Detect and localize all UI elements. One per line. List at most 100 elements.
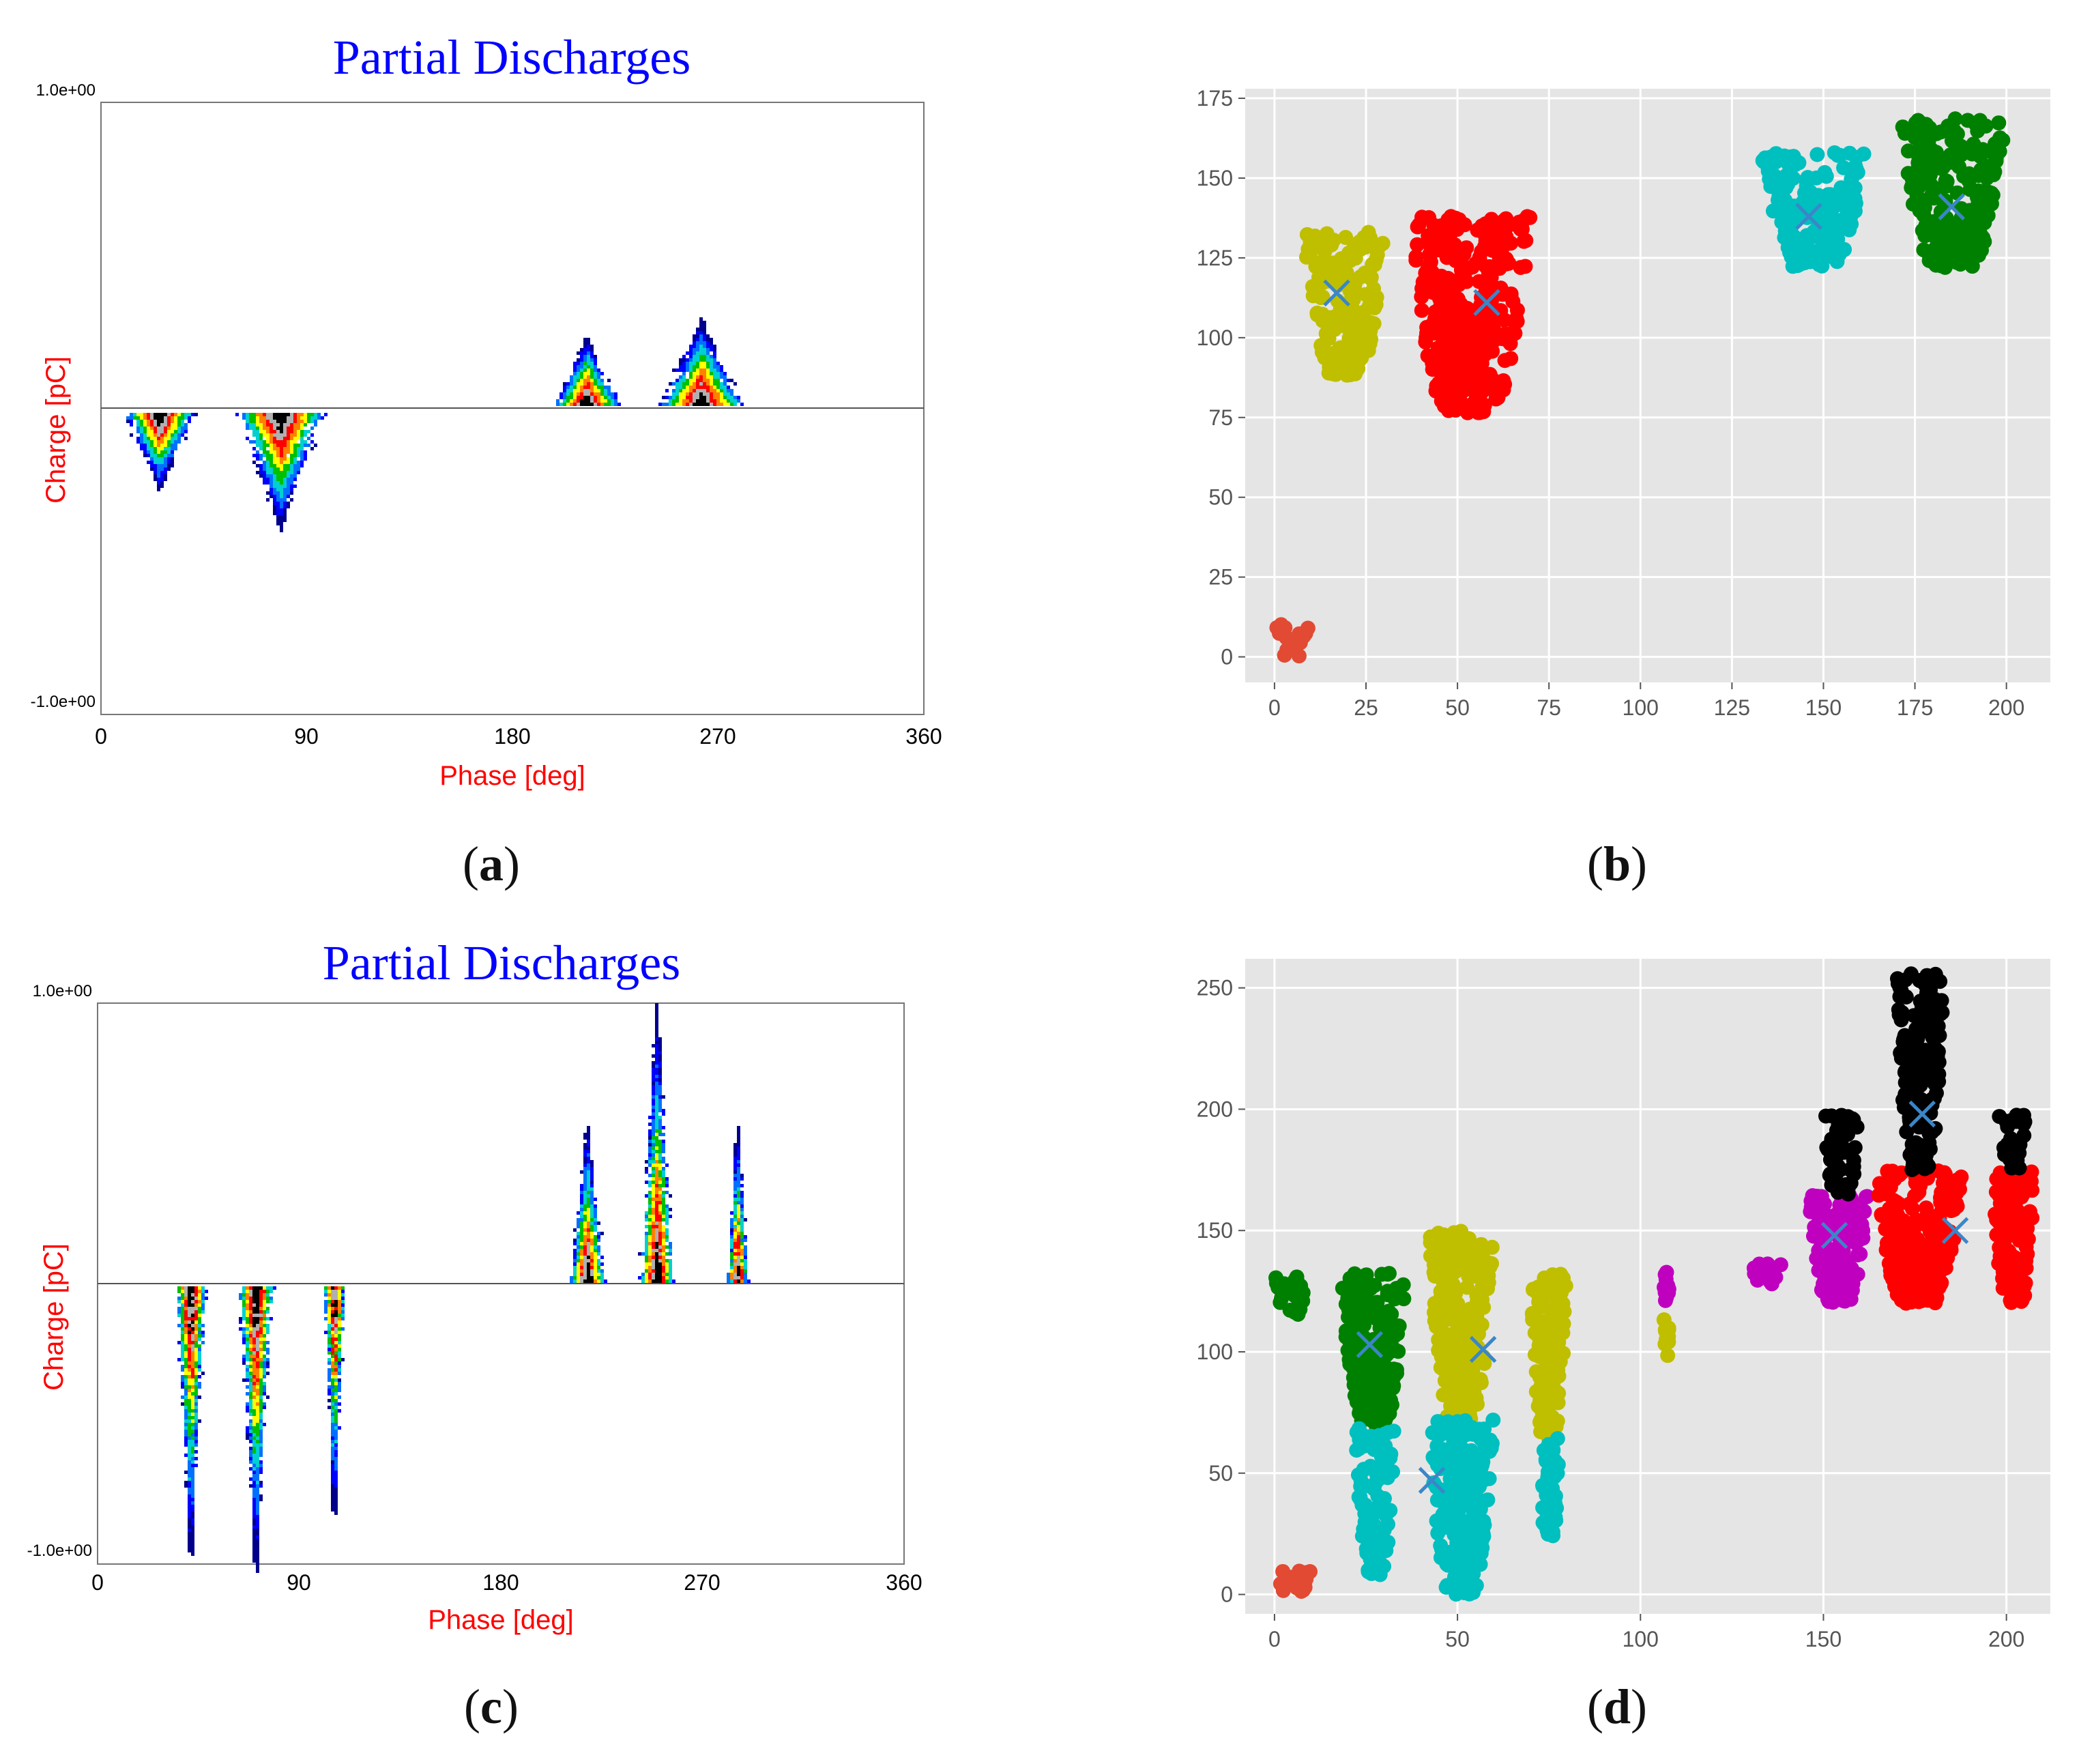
- heat-cell: [143, 440, 147, 444]
- heat-cell: [283, 450, 287, 454]
- heat-cell: [270, 444, 273, 447]
- heat-cell: [283, 467, 287, 471]
- heat-cell: [263, 464, 266, 467]
- heat-cell: [256, 420, 259, 423]
- heat-cell: [293, 467, 297, 471]
- heat-cell: [266, 416, 270, 420]
- heat-cell: [263, 447, 266, 450]
- heat-cell: [280, 519, 283, 522]
- heat-cell: [154, 413, 157, 416]
- heat-cell: [290, 461, 293, 464]
- heat-cell: [266, 437, 270, 440]
- heat-cell: [263, 467, 266, 471]
- heat-cell: [160, 485, 164, 488]
- heat-cell: [283, 457, 287, 461]
- heat-cell: [133, 413, 136, 416]
- heat-cell: [273, 413, 276, 416]
- heat-cell: [154, 433, 157, 437]
- heat-cell: [235, 413, 239, 416]
- heat-cell: [297, 471, 300, 474]
- heat-cell: [273, 485, 276, 488]
- heat-cell: [276, 505, 280, 508]
- heat-cell: [280, 440, 283, 444]
- heat-cell: [276, 444, 280, 447]
- heat-cell: [307, 430, 310, 433]
- heat-cell: [280, 423, 283, 426]
- heat-cell: [283, 413, 287, 416]
- heat-cell: [276, 464, 280, 467]
- heat-cell: [266, 457, 270, 461]
- heat-cell: [181, 420, 184, 423]
- heat-cell: [154, 478, 157, 481]
- heat-cell: [290, 491, 293, 495]
- heat-cell: [130, 416, 133, 420]
- heat-cell: [287, 447, 290, 450]
- heat-cell: [611, 392, 614, 396]
- heat-cell: [300, 433, 304, 437]
- heat-cell: [290, 430, 293, 433]
- heat-cell: [297, 447, 300, 450]
- heat-cell: [143, 454, 147, 457]
- heat-cell: [270, 495, 273, 498]
- heat-cell: [280, 491, 283, 495]
- heat-cell: [136, 413, 140, 416]
- heat-cell: [263, 433, 266, 437]
- heat-cell: [273, 444, 276, 447]
- heat-cell: [287, 437, 290, 440]
- heat-cell: [297, 420, 300, 423]
- heat-cell: [293, 450, 297, 454]
- heat-cell: [171, 413, 174, 416]
- heat-cell: [246, 420, 249, 423]
- heat-cell: [154, 450, 157, 454]
- heat-cell: [143, 447, 147, 450]
- heat-cell: [273, 474, 276, 478]
- heat-cell: [154, 474, 157, 478]
- heat-cell: [293, 437, 297, 440]
- heat-cell: [160, 423, 164, 426]
- heat-cell: [157, 416, 160, 420]
- heat-cell: [259, 430, 263, 433]
- heat-cell: [249, 413, 252, 416]
- heat-cell: [171, 437, 174, 440]
- heat-cell: [287, 505, 290, 508]
- heat-cell: [160, 478, 164, 481]
- heat-cell: [290, 447, 293, 450]
- heat-cell: [143, 444, 147, 447]
- heat-cell: [283, 437, 287, 440]
- heat-cell: [150, 437, 154, 440]
- heat-cell: [273, 464, 276, 467]
- heat-cell: [290, 437, 293, 440]
- heat-cell: [280, 464, 283, 467]
- heat-cell: [280, 498, 283, 502]
- heat-cell: [242, 413, 246, 416]
- heat-cell: [157, 440, 160, 444]
- heat-cell: [263, 444, 266, 447]
- heat-cell: [293, 447, 297, 450]
- heat-cell: [283, 454, 287, 457]
- heat-cell: [177, 413, 181, 416]
- heat-cell: [276, 502, 280, 505]
- heat-cell: [287, 471, 290, 474]
- heat-cell: [604, 389, 607, 392]
- heat-cell: [150, 420, 154, 423]
- heat-cell: [164, 474, 167, 478]
- heat-cell: [300, 440, 304, 444]
- heat-cell: [270, 420, 273, 423]
- heat-cell: [150, 447, 154, 450]
- heat-cell: [266, 444, 270, 447]
- heat-cell: [164, 444, 167, 447]
- heat-cell: [147, 454, 150, 457]
- heat-cell: [259, 444, 263, 447]
- heat-cell: [252, 433, 256, 437]
- heat-cluster-a-0: [126, 413, 198, 491]
- heat-cell: [143, 420, 147, 423]
- heat-cell: [259, 440, 263, 444]
- heat-cell: [290, 420, 293, 423]
- heat-cell: [290, 440, 293, 444]
- heat-cell: [154, 437, 157, 440]
- heat-cell: [256, 471, 259, 474]
- heat-cell: [266, 464, 270, 467]
- heat-cell: [167, 444, 171, 447]
- heat-cell: [563, 386, 566, 389]
- heat-cell: [171, 450, 174, 454]
